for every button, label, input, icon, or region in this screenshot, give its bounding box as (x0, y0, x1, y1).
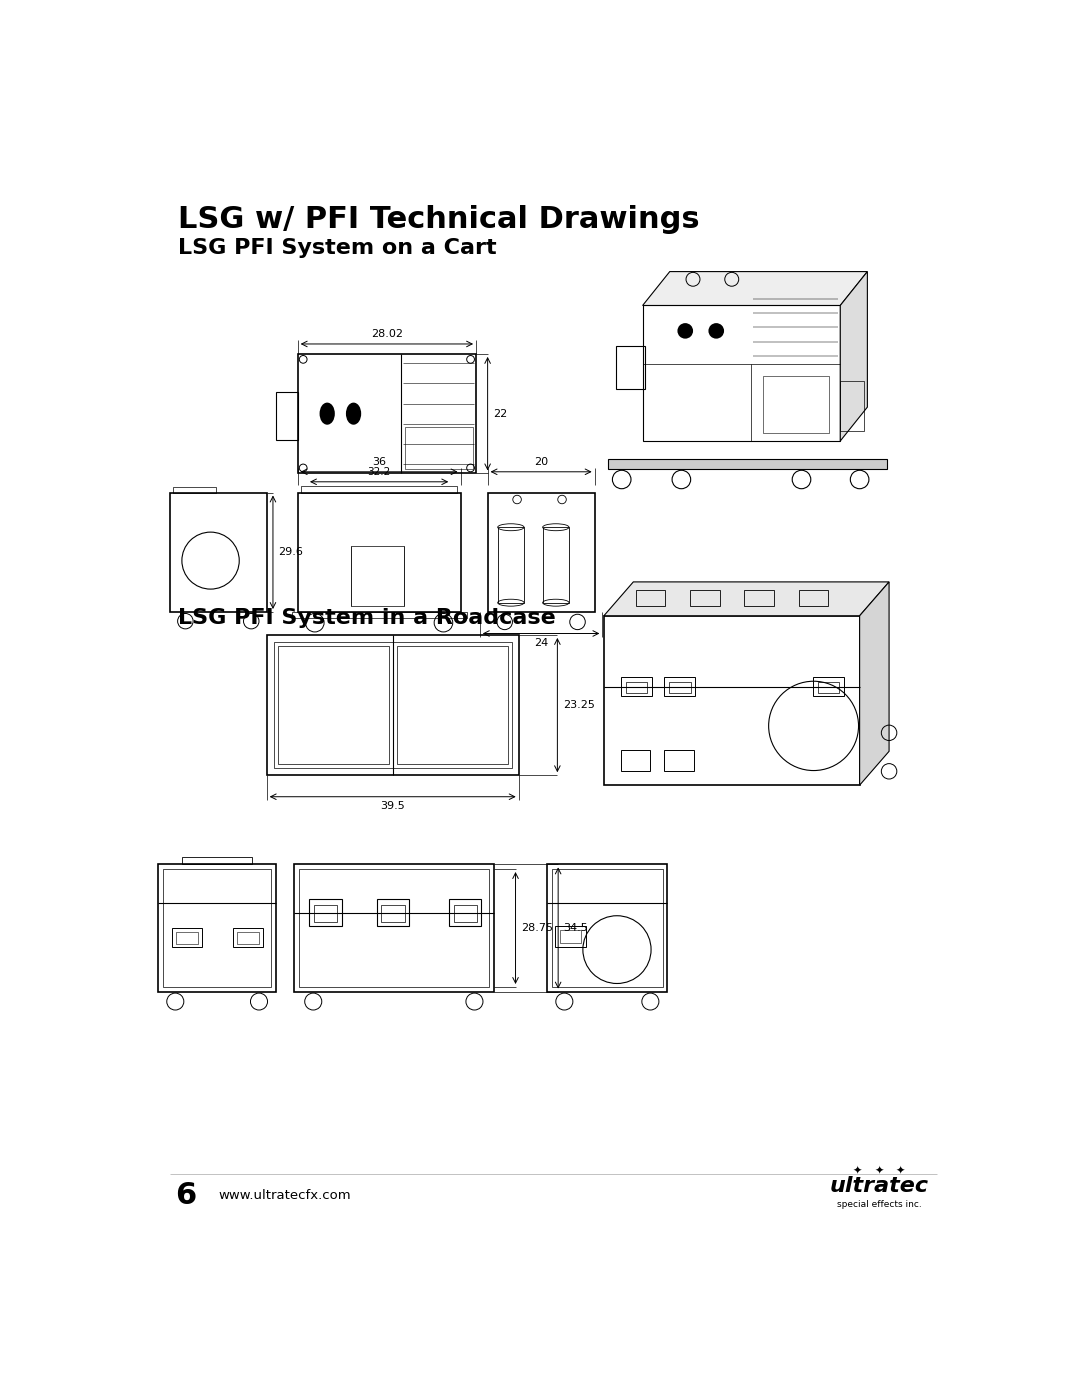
Bar (173, 488, 216, 493)
Bar (559, 930, 581, 943)
Bar (488, 493, 595, 612)
Text: 32.2: 32.2 (367, 467, 391, 478)
Text: 28.75: 28.75 (521, 923, 553, 933)
Bar (159, 865, 276, 992)
Bar (405, 427, 473, 469)
Circle shape (678, 324, 692, 338)
Text: ✦: ✦ (896, 1166, 905, 1176)
Text: LSG PFI System on a Cart: LSG PFI System on a Cart (177, 239, 496, 258)
Polygon shape (643, 306, 840, 441)
Bar (314, 905, 337, 922)
Bar (813, 678, 845, 696)
Text: special effects inc.: special effects inc. (837, 1200, 921, 1210)
Bar (276, 393, 298, 440)
Bar (298, 869, 489, 986)
Text: 34.5: 34.5 (564, 923, 589, 933)
Text: 39.5: 39.5 (380, 802, 405, 812)
Bar (176, 932, 198, 944)
Text: 22: 22 (494, 409, 508, 419)
Bar (377, 898, 409, 926)
Bar (238, 932, 259, 944)
Text: www.ultratecfx.com: www.ultratecfx.com (218, 1189, 351, 1201)
Bar (548, 865, 667, 992)
Text: 28.02: 28.02 (370, 330, 403, 339)
Ellipse shape (321, 404, 334, 423)
Text: ✦: ✦ (852, 1166, 862, 1176)
Bar (664, 678, 696, 696)
Bar (267, 636, 518, 775)
Bar (233, 928, 262, 947)
Text: LSG PFI System in a Roadcase: LSG PFI System in a Roadcase (177, 608, 555, 629)
Text: 23.25: 23.25 (563, 700, 595, 710)
Bar (542, 527, 569, 602)
Bar (351, 546, 404, 606)
Bar (669, 682, 691, 693)
Bar (454, 905, 476, 922)
Polygon shape (860, 583, 889, 785)
Bar (298, 353, 476, 474)
Text: 36: 36 (373, 457, 387, 467)
Text: ✦: ✦ (875, 1166, 883, 1176)
Bar (292, 612, 467, 617)
Bar (625, 682, 647, 693)
Bar (664, 750, 693, 771)
Bar (298, 493, 460, 612)
Polygon shape (604, 616, 860, 785)
Bar (301, 486, 458, 493)
Bar (690, 590, 719, 606)
Bar (616, 346, 645, 388)
Text: 20: 20 (534, 457, 549, 467)
Bar (636, 590, 665, 606)
Bar (309, 898, 342, 926)
Text: 6: 6 (175, 1180, 197, 1210)
Bar (762, 376, 828, 433)
Bar (163, 869, 271, 986)
Polygon shape (840, 271, 867, 441)
Polygon shape (643, 271, 867, 306)
Text: ultratec: ultratec (829, 1176, 929, 1196)
Text: 24: 24 (534, 638, 549, 648)
Bar (552, 869, 663, 986)
Bar (181, 856, 253, 865)
Bar (381, 905, 405, 922)
Polygon shape (604, 583, 889, 616)
Bar (608, 460, 887, 469)
Bar (278, 645, 389, 764)
Ellipse shape (347, 404, 360, 423)
Text: 29.6: 29.6 (279, 548, 303, 557)
Bar (621, 678, 652, 696)
Bar (744, 590, 774, 606)
Circle shape (710, 324, 724, 338)
Bar (818, 682, 839, 693)
Bar (840, 381, 864, 432)
Bar (498, 527, 524, 602)
Bar (799, 590, 828, 606)
Bar (555, 926, 586, 947)
Bar (170, 493, 267, 612)
Bar (621, 750, 650, 771)
Bar (172, 928, 202, 947)
Text: LSG w/ PFI Technical Drawings: LSG w/ PFI Technical Drawings (177, 205, 699, 235)
Bar (273, 643, 512, 768)
Bar (396, 645, 508, 764)
Bar (449, 898, 482, 926)
Bar (294, 865, 494, 992)
